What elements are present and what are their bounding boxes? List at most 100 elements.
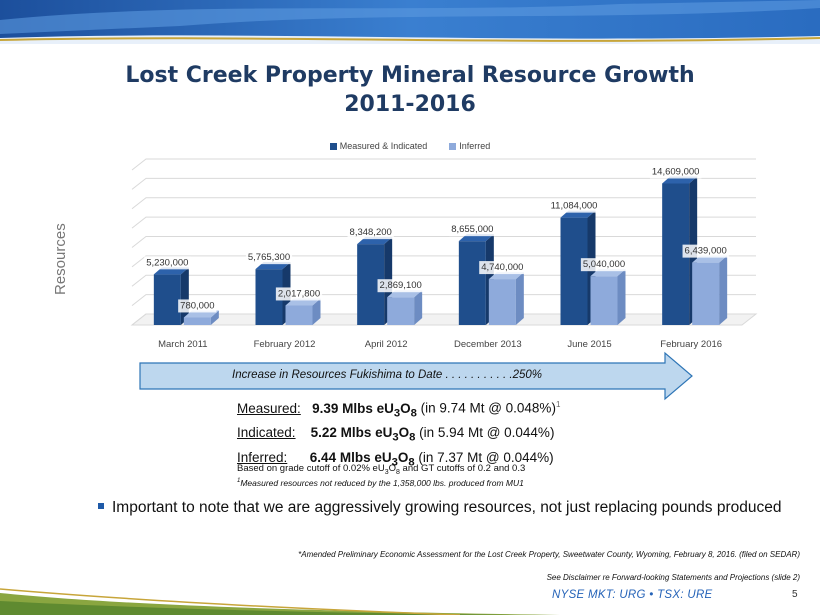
- chart-legend: Measured & Indicated Inferred: [0, 141, 820, 151]
- data-label-bg: [649, 165, 702, 179]
- legend-swatch-inferred: [449, 142, 457, 150]
- banner-graphic: [0, 0, 820, 44]
- stat-inferred-value: 6.44 Mlbs eU: [309, 449, 392, 465]
- sub-8: 8: [410, 407, 417, 420]
- footer-swoosh: [0, 588, 560, 615]
- bar-inferred: [387, 297, 415, 325]
- data-label-measured: 14,609,000: [652, 166, 700, 177]
- x-tick-label: March 2011: [158, 339, 207, 350]
- bar-measured: [560, 217, 588, 325]
- bar-measured: [153, 274, 181, 325]
- gridline: [131, 177, 756, 190]
- bar-side: [312, 298, 321, 325]
- data-label-bg: [580, 258, 628, 272]
- data-label-inferred: 780,000: [180, 300, 214, 311]
- data-label-bg: [479, 261, 526, 275]
- increase-arrow-shape: [139, 351, 693, 401]
- bar-inferred: [285, 305, 313, 325]
- data-label-bg: [275, 287, 323, 301]
- grade-cutoff-note: Based on grade cutoff of 0.02% eU3O8 and…: [237, 463, 526, 476]
- resource-stats: Measured: 9.39 Mlbs eU3O8 (in 9.74 Mt @ …: [237, 395, 560, 473]
- sub-8: 8: [396, 468, 400, 476]
- sub-8: 8: [408, 456, 415, 469]
- legend-swatch-measured: [329, 142, 337, 150]
- gridline: [131, 236, 756, 248]
- data-label-inferred: 2,869,100: [380, 280, 422, 291]
- bar-side: [719, 255, 728, 325]
- stat-inferred-detail: (in 7.37 Mt @ 0.044%): [418, 449, 554, 465]
- stat-indicated: Indicated: 5.22 Mlbs eU3O8 (in 5.94 Mt @…: [237, 425, 555, 444]
- data-label-bg: [548, 199, 600, 213]
- measured-footnote: 1Measured resources not reduced by the 1…: [237, 478, 524, 488]
- x-tick-label: February 2016: [660, 339, 722, 350]
- page-number: 5: [792, 589, 798, 600]
- x-tick-label: April 2012: [365, 339, 408, 350]
- gridline: [131, 197, 756, 210]
- bar-side: [515, 272, 524, 325]
- data-label-inferred: 5,040,000: [583, 259, 625, 270]
- stock-ticker: NYSE MKT: URG • TSX: URE: [552, 589, 713, 601]
- stat-measured-value: 9.39 Mlbs eU: [312, 400, 394, 416]
- stat-indicated-detail: (in 5.94 Mt @ 0.044%): [419, 425, 555, 441]
- x-tick-label: June 2015: [567, 339, 611, 350]
- increase-arrow-text: Increase in Resources Fukishima to Date …: [232, 369, 542, 381]
- data-label-measured: 5,765,300: [248, 252, 290, 263]
- data-label-measured: 8,348,200: [350, 227, 392, 238]
- disclaimer-footnote: See Disclaimer re Forward-looking Statem…: [546, 573, 800, 582]
- x-tick-label: December 2013: [454, 339, 522, 350]
- gridline: [131, 158, 756, 171]
- bar-side: [210, 310, 219, 325]
- sub-3: 3: [392, 431, 399, 444]
- grade-note-tail: and GT cutoffs of 0.2 and 0.3: [399, 463, 526, 474]
- sub-3: 3: [384, 468, 389, 476]
- bullet-point: Important to note that we are aggressive…: [98, 497, 782, 518]
- data-label-bg: [449, 223, 496, 237]
- stat-indicated-value: 5.22 Mlbs eU: [310, 425, 393, 441]
- source-footnote: *Amended Preliminary Economic Assessment…: [298, 550, 800, 559]
- stat-measured-label: Measured:: [237, 400, 301, 416]
- bar-side: [617, 269, 626, 325]
- legend-item-inferred: Inferred: [449, 141, 490, 151]
- data-label-inferred: 4,740,000: [481, 262, 523, 273]
- stat-inferred: Inferred: 6.44 Mlbs eU3O8 (in 7.37 Mt @ …: [237, 449, 554, 469]
- bar-inferred: [692, 262, 720, 325]
- sub-8: 8: [409, 431, 416, 444]
- bullet-text: Important to note that we are aggressive…: [112, 499, 782, 516]
- data-label-bg: [347, 226, 394, 240]
- grade-note-text: Based on grade cutoff of 0.02% eU: [237, 463, 385, 474]
- x-tick-label: February 2012: [254, 339, 316, 350]
- bar-measured: [458, 241, 486, 325]
- data-label-bg: [245, 251, 293, 265]
- data-label-bg: [682, 244, 729, 258]
- data-label-bg: [377, 279, 424, 293]
- data-label-measured: 8,655,000: [451, 224, 493, 235]
- data-label-measured: 11,084,000: [551, 201, 598, 212]
- slide-subtitle: 2011-2016: [344, 92, 476, 117]
- gridline: [131, 216, 756, 229]
- square-bullet-icon: [98, 502, 104, 509]
- slide-title: Lost Creek Property Mineral Resource Gro…: [125, 63, 695, 88]
- gridline: [131, 274, 756, 287]
- stat-measured-detail: (in 9.74 Mt @ 0.048%): [420, 400, 556, 416]
- data-label-bg: [178, 299, 217, 313]
- header-banner: [0, 0, 820, 44]
- gridline: [131, 294, 756, 307]
- data-label-bg: [144, 256, 191, 270]
- legend-label-inferred: Inferred: [459, 141, 491, 151]
- stat-measured-sup: 1: [555, 400, 561, 409]
- bar-inferred: [590, 276, 618, 325]
- stat-inferred-label: Inferred:: [237, 449, 288, 465]
- legend-item-measured: Measured & Indicated: [329, 141, 427, 151]
- stat-indicated-label: Indicated:: [237, 425, 296, 441]
- bar-inferred: [488, 279, 516, 325]
- data-label-inferred: 2,017,800: [278, 288, 320, 299]
- data-label-inferred: 6,439,000: [685, 246, 727, 257]
- gridline: [131, 255, 756, 268]
- measured-footnote-text: Measured resources not reduced by the 1,…: [240, 478, 524, 488]
- bar-inferred: [183, 317, 211, 325]
- data-label-measured: 5,230,000: [146, 257, 188, 268]
- sub-3: 3: [393, 407, 401, 420]
- sub-3: 3: [391, 456, 398, 469]
- stat-measured: Measured: 9.39 Mlbs eU3O8 (in 9.74 Mt @ …: [237, 400, 561, 420]
